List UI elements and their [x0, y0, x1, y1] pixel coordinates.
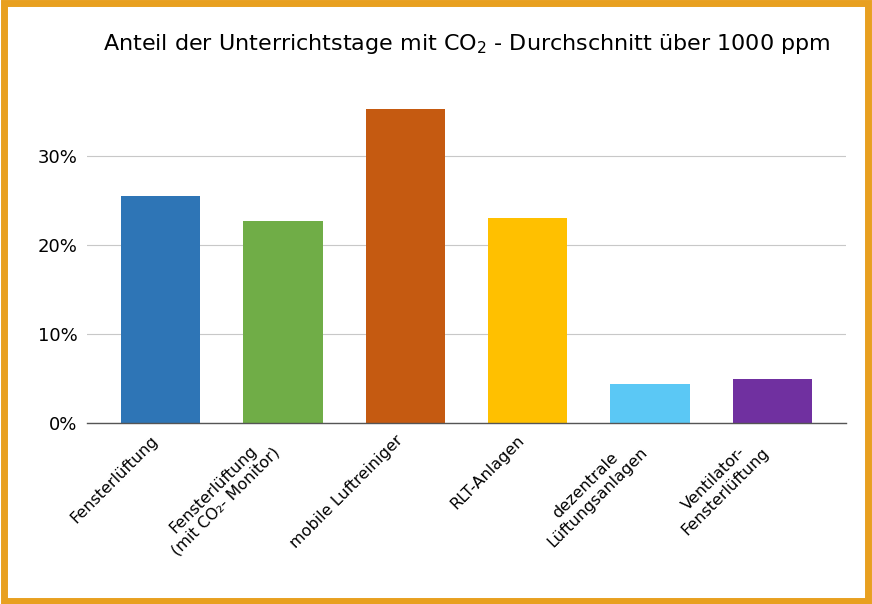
Bar	[121, 196, 201, 423]
Bar	[365, 109, 445, 423]
Bar	[243, 220, 323, 423]
Bar	[610, 385, 690, 423]
Bar	[732, 379, 812, 423]
Title: Anteil der Unterrichtstage mit CO$_2$ - Durchschnitt über 1000 ppm: Anteil der Unterrichtstage mit CO$_2$ - …	[103, 32, 830, 56]
Bar	[488, 218, 568, 423]
